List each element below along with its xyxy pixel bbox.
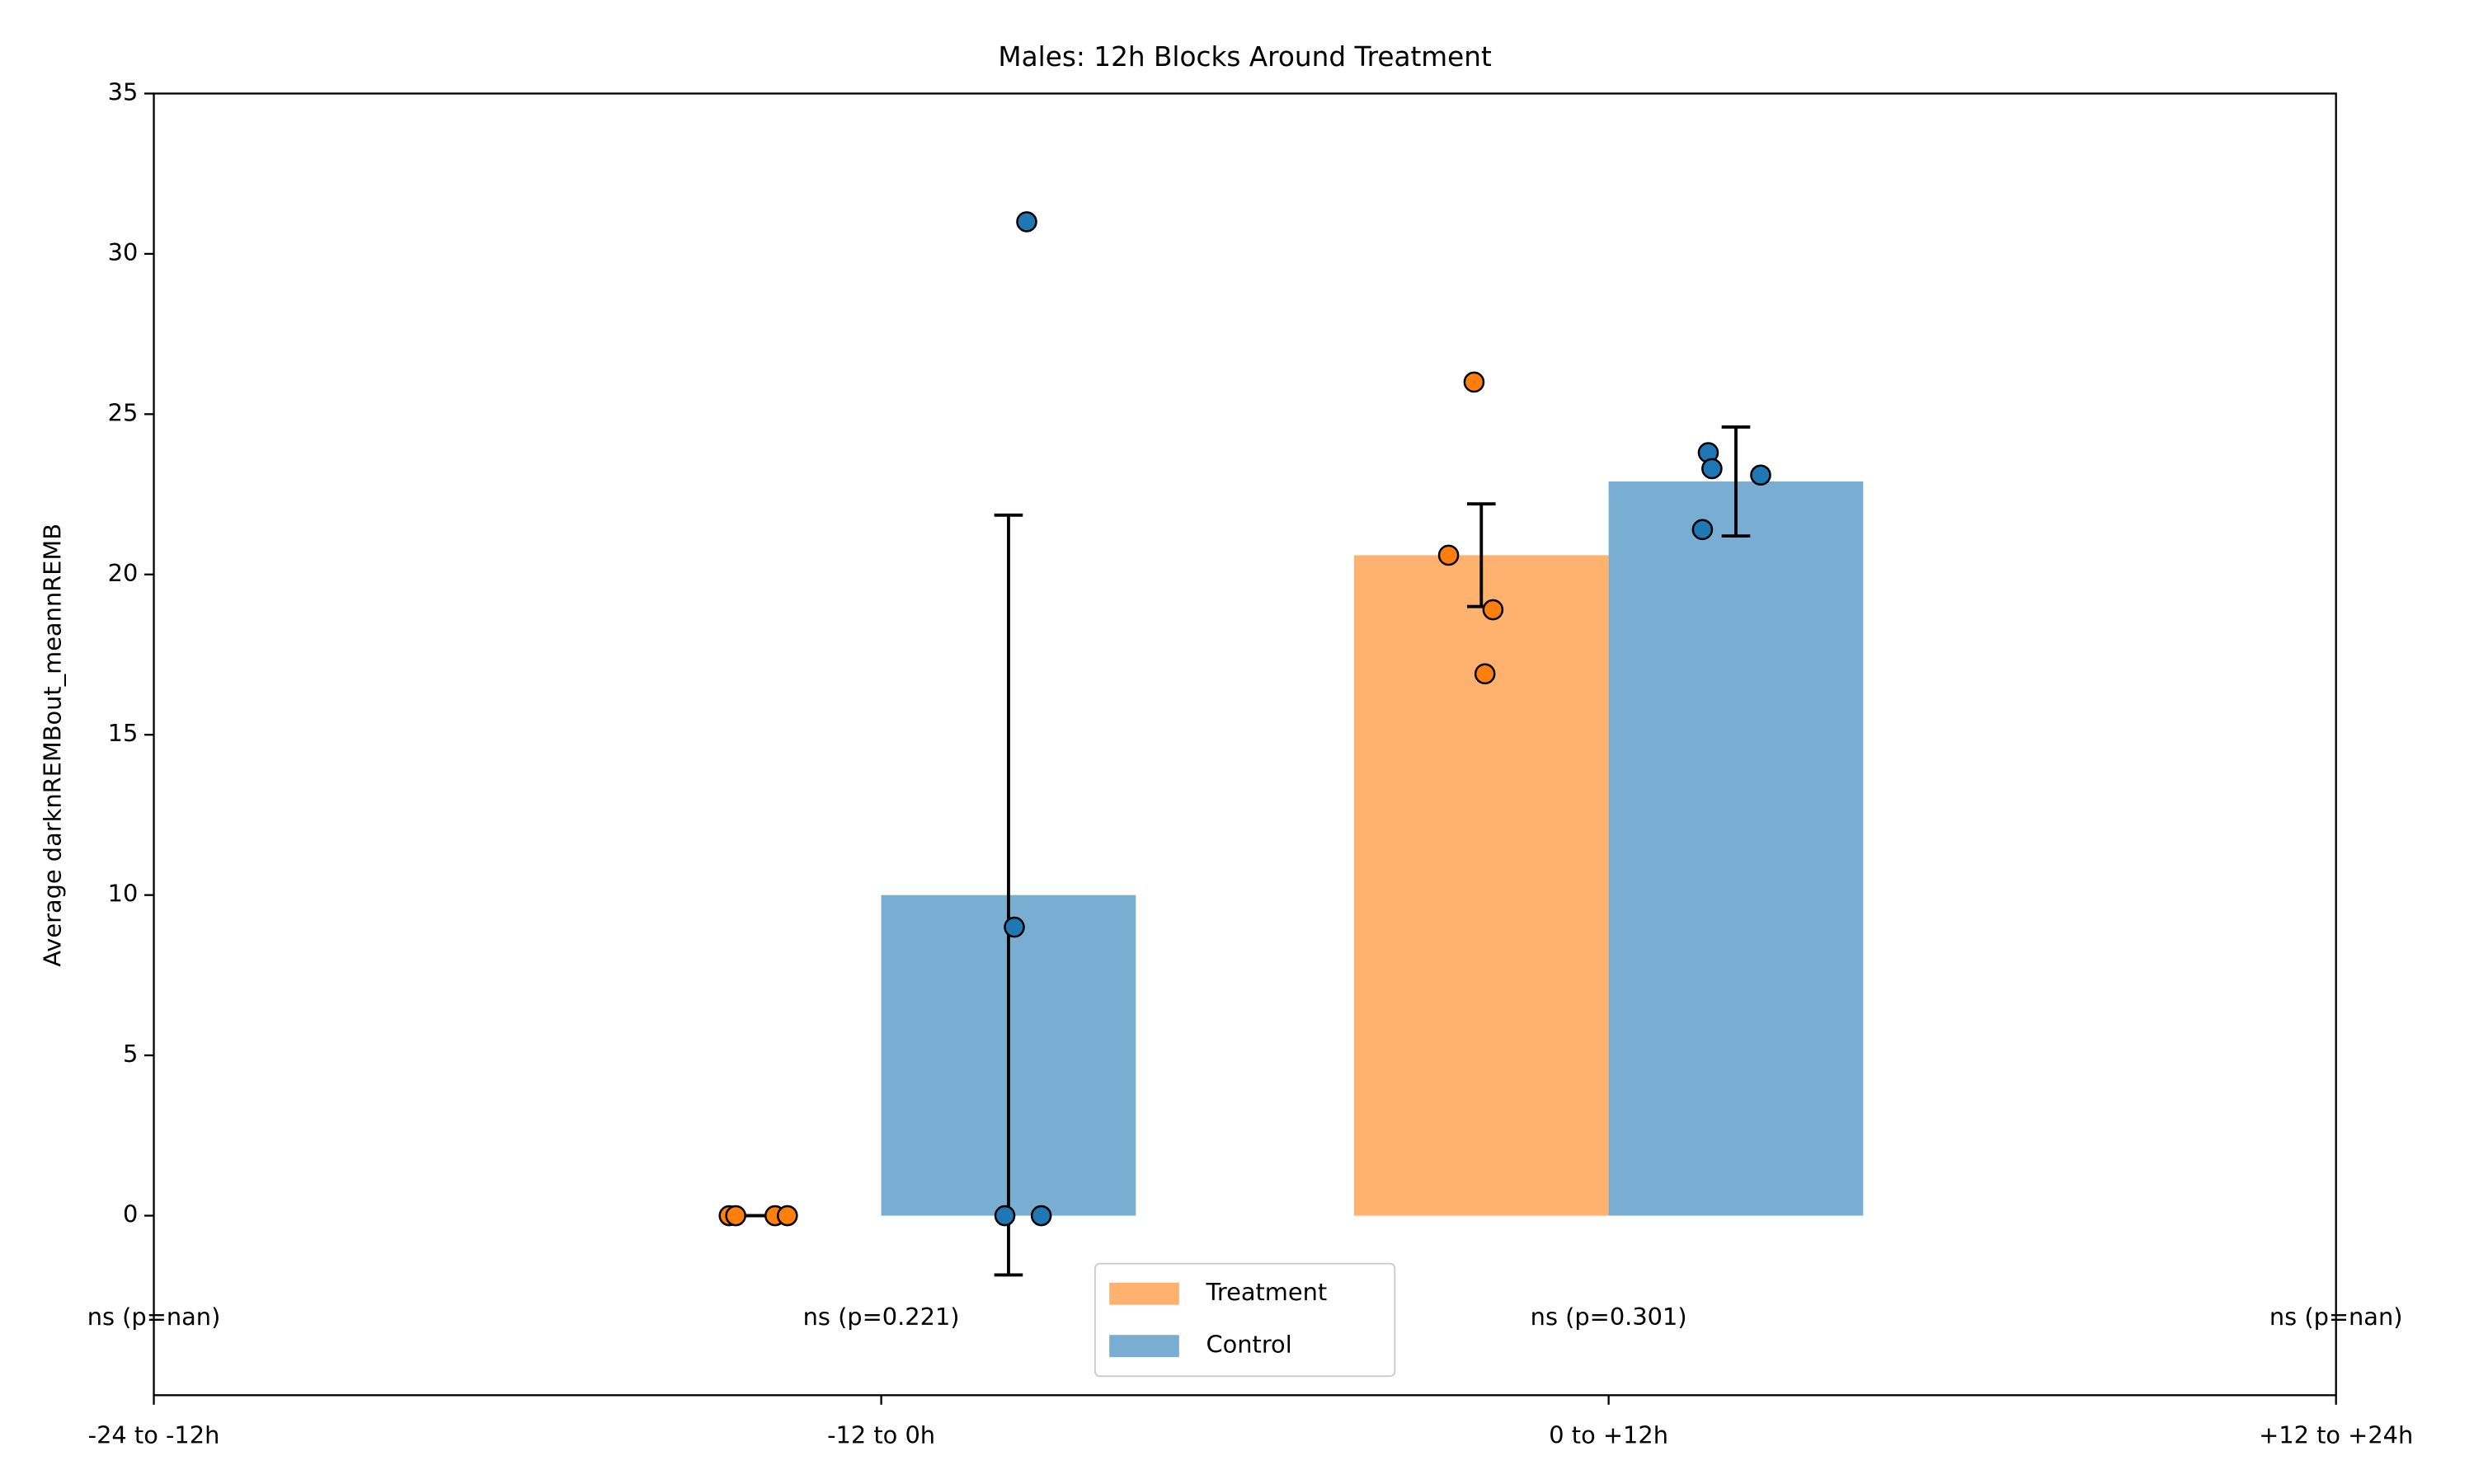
x-tick-label: -12 to 0h xyxy=(827,1421,935,1449)
annotation: ns (p=nan) xyxy=(87,1303,221,1331)
data-point xyxy=(1437,544,1460,566)
data-point xyxy=(1016,211,1037,232)
y-tick-label: 10 xyxy=(108,880,139,908)
data-point xyxy=(725,1205,746,1227)
x-tick-label: 0 to +12h xyxy=(1549,1421,1668,1449)
legend-swatch xyxy=(1109,1335,1179,1358)
y-axis-label: Average darknREMBout_meannREMB xyxy=(38,524,66,967)
bar xyxy=(1353,555,1609,1216)
annotation: ns (p=nan) xyxy=(2269,1303,2403,1331)
y-tick-label: 20 xyxy=(108,559,139,587)
x-tick-label: -24 to -12h xyxy=(88,1421,220,1449)
y-tick-label: 35 xyxy=(108,77,139,106)
data-point xyxy=(1463,371,1485,393)
legend-label: Treatment xyxy=(1206,1278,1328,1306)
error-bar xyxy=(1721,425,1751,538)
annotation: ns (p=0.301) xyxy=(1531,1303,1687,1331)
data-point xyxy=(777,1205,798,1227)
data-point xyxy=(1750,464,1771,486)
y-tick-label: 5 xyxy=(123,1040,138,1068)
data-point xyxy=(994,1205,1016,1227)
data-point xyxy=(1691,519,1714,541)
y-tick-label: 0 xyxy=(123,1200,138,1228)
legend-label: Control xyxy=(1206,1331,1292,1359)
y-tick-label: 15 xyxy=(108,719,139,747)
data-point xyxy=(1482,599,1504,621)
annotation: ns (p=0.221) xyxy=(803,1303,960,1331)
chart-title: Males: 12h Blocks Around Treatment xyxy=(998,41,1492,73)
x-tick-label: +12 to +24h xyxy=(2259,1421,2413,1449)
y-tick-label: 30 xyxy=(108,238,139,266)
data-point xyxy=(1474,663,1496,685)
legend-swatch xyxy=(1109,1282,1179,1305)
error-bar xyxy=(994,513,1023,1277)
data-point xyxy=(1004,916,1025,938)
legend: Treatment Control xyxy=(1094,1262,1396,1378)
y-tick-label: 25 xyxy=(108,398,139,426)
data-point xyxy=(1030,1205,1052,1227)
data-point xyxy=(1701,458,1723,480)
bar xyxy=(1608,481,1864,1216)
plot-frame xyxy=(153,92,2337,1397)
